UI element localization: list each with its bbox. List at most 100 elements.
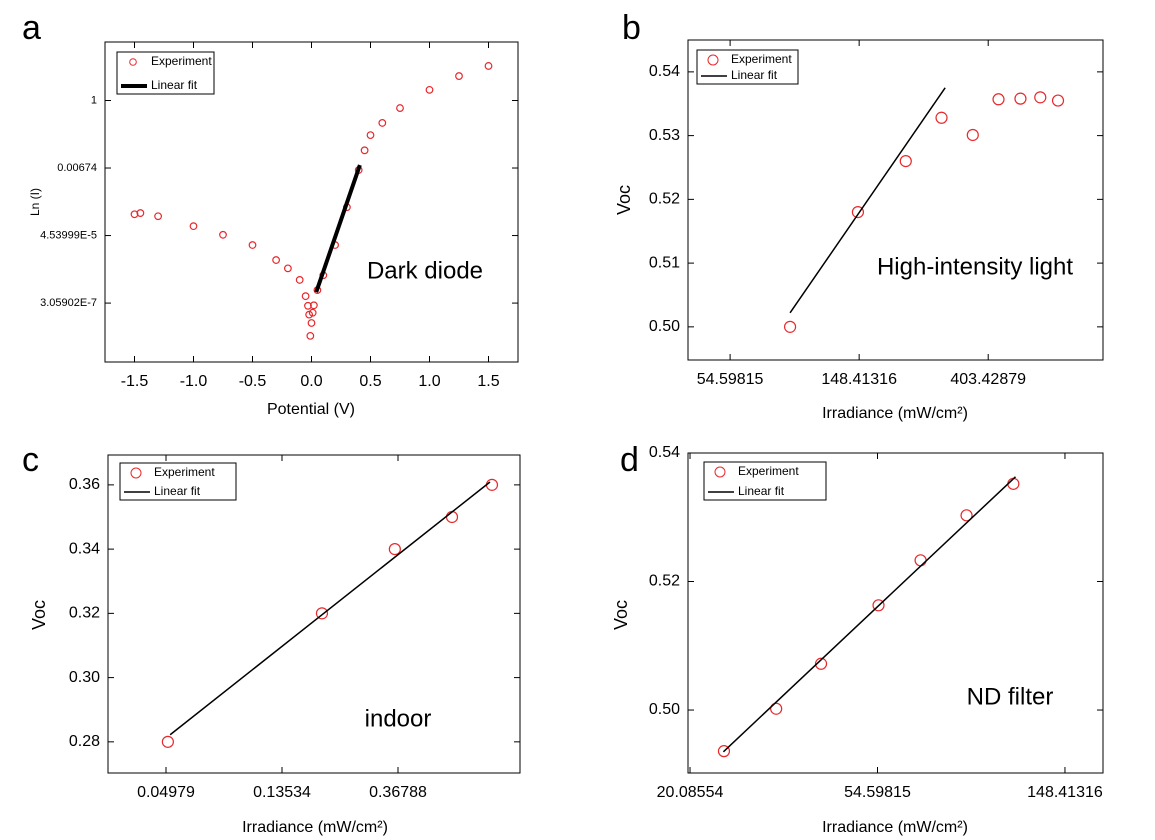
data-point	[304, 301, 312, 310]
panel-label: c	[22, 441, 39, 479]
data-point	[425, 85, 434, 94]
legend-box	[696, 49, 799, 85]
data-point	[301, 292, 310, 301]
annotation: indoor	[365, 705, 432, 732]
y-tick-label: 4.53999E-5	[40, 229, 97, 241]
data-point	[396, 104, 404, 112]
x-tick-label: 148.41316	[821, 371, 897, 388]
y-axis-label: Voc	[29, 600, 49, 630]
data-point	[378, 119, 387, 127]
y-tick-label: 0.50	[649, 318, 680, 335]
x-tick-label: 148.41316	[1027, 784, 1103, 801]
data-point	[445, 510, 459, 524]
y-tick-label: 0.54	[649, 63, 680, 80]
x-tick-label: 0.04979	[137, 784, 195, 801]
data-point	[455, 72, 463, 80]
data-point	[219, 230, 227, 239]
y-tick-label: 1	[91, 94, 97, 106]
legend-label: Experiment	[738, 464, 799, 478]
data-point	[935, 111, 948, 124]
x-tick-label: 403.42879	[950, 371, 1026, 388]
x-axis-label: Irradiance (mW/cm²)	[822, 819, 968, 836]
y-tick-label: 0.51	[649, 254, 680, 271]
y-tick-label: 0.34	[69, 540, 100, 557]
plot-frame	[687, 452, 1104, 774]
data-point	[1034, 91, 1047, 104]
legend-label: Linear fit	[731, 68, 778, 82]
legend-marker	[714, 466, 726, 478]
data-point	[485, 478, 499, 491]
legend-label: Linear fit	[154, 484, 201, 498]
y-tick-label: 0.32	[69, 605, 100, 622]
data-point	[388, 543, 401, 556]
x-tick-label: 0.13534	[253, 784, 311, 801]
x-tick-label: 54.59815	[697, 371, 764, 388]
y-tick-label: 0.52	[649, 191, 680, 208]
x-tick-label: 0.0	[300, 373, 322, 390]
legend-box	[703, 461, 827, 501]
data-point	[161, 735, 174, 748]
x-tick-label: -0.5	[239, 373, 267, 390]
y-tick-label: 0.28	[69, 733, 100, 750]
x-tick-label: 1.5	[477, 373, 499, 390]
legend-label: Linear fit	[738, 484, 785, 498]
x-tick-label: -1.5	[121, 373, 149, 390]
data-point	[914, 554, 927, 567]
x-axis-label: Potential (V)	[267, 401, 355, 418]
fit-line	[722, 476, 1017, 753]
data-point	[992, 93, 1005, 106]
data-point	[717, 745, 731, 758]
legend-label: Linear fit	[151, 78, 198, 92]
x-tick-label: 54.59815	[844, 784, 911, 801]
x-tick-label: 1.0	[418, 373, 440, 390]
data-point	[306, 331, 315, 340]
y-tick-label: 3.05902E-7	[40, 297, 97, 309]
data-point	[899, 155, 912, 168]
data-point	[1014, 92, 1027, 105]
x-axis-label: Irradiance (mW/cm²)	[242, 819, 388, 836]
panel-label: a	[22, 9, 41, 47]
y-tick-label: 0.00674	[57, 162, 97, 174]
data-point	[309, 301, 318, 310]
legend-label: Experiment	[154, 465, 215, 479]
data-point	[872, 599, 885, 612]
y-tick-label: 0.54	[649, 444, 680, 461]
legend-marker	[130, 467, 142, 479]
x-tick-label: 20.08554	[657, 784, 724, 801]
data-point	[154, 212, 163, 221]
annotation: ND filter	[967, 683, 1054, 710]
plot-frame	[107, 454, 521, 774]
data-point	[1007, 477, 1020, 490]
panel-label: b	[622, 9, 641, 47]
data-point	[272, 256, 281, 264]
legend-marker	[707, 54, 719, 66]
plot-frame	[687, 39, 1104, 361]
data-point	[851, 206, 865, 219]
legend-label: Experiment	[151, 54, 212, 68]
panel-label: d	[620, 441, 639, 479]
y-axis-label: Voc	[614, 185, 634, 215]
annotation: Dark diode	[367, 257, 483, 284]
annotation: High-intensity light	[877, 253, 1073, 280]
legend-marker	[129, 58, 137, 66]
y-axis-label: Ln (I)	[28, 188, 42, 216]
data-point	[366, 131, 375, 140]
data-point	[307, 319, 316, 327]
y-tick-label: 0.36	[69, 476, 100, 493]
data-point	[315, 607, 329, 620]
data-point	[189, 222, 198, 231]
data-point	[783, 320, 797, 333]
y-tick-label: 0.30	[69, 669, 100, 686]
data-point	[308, 308, 317, 317]
data-point	[295, 276, 304, 284]
y-tick-label: 0.52	[649, 573, 680, 590]
data-point	[960, 509, 973, 522]
data-point	[360, 146, 369, 155]
y-tick-label: 0.53	[649, 127, 680, 144]
data-point	[484, 62, 493, 70]
data-point	[284, 264, 292, 273]
data-point	[248, 241, 257, 249]
data-point	[136, 209, 145, 217]
fit-line	[789, 87, 946, 314]
